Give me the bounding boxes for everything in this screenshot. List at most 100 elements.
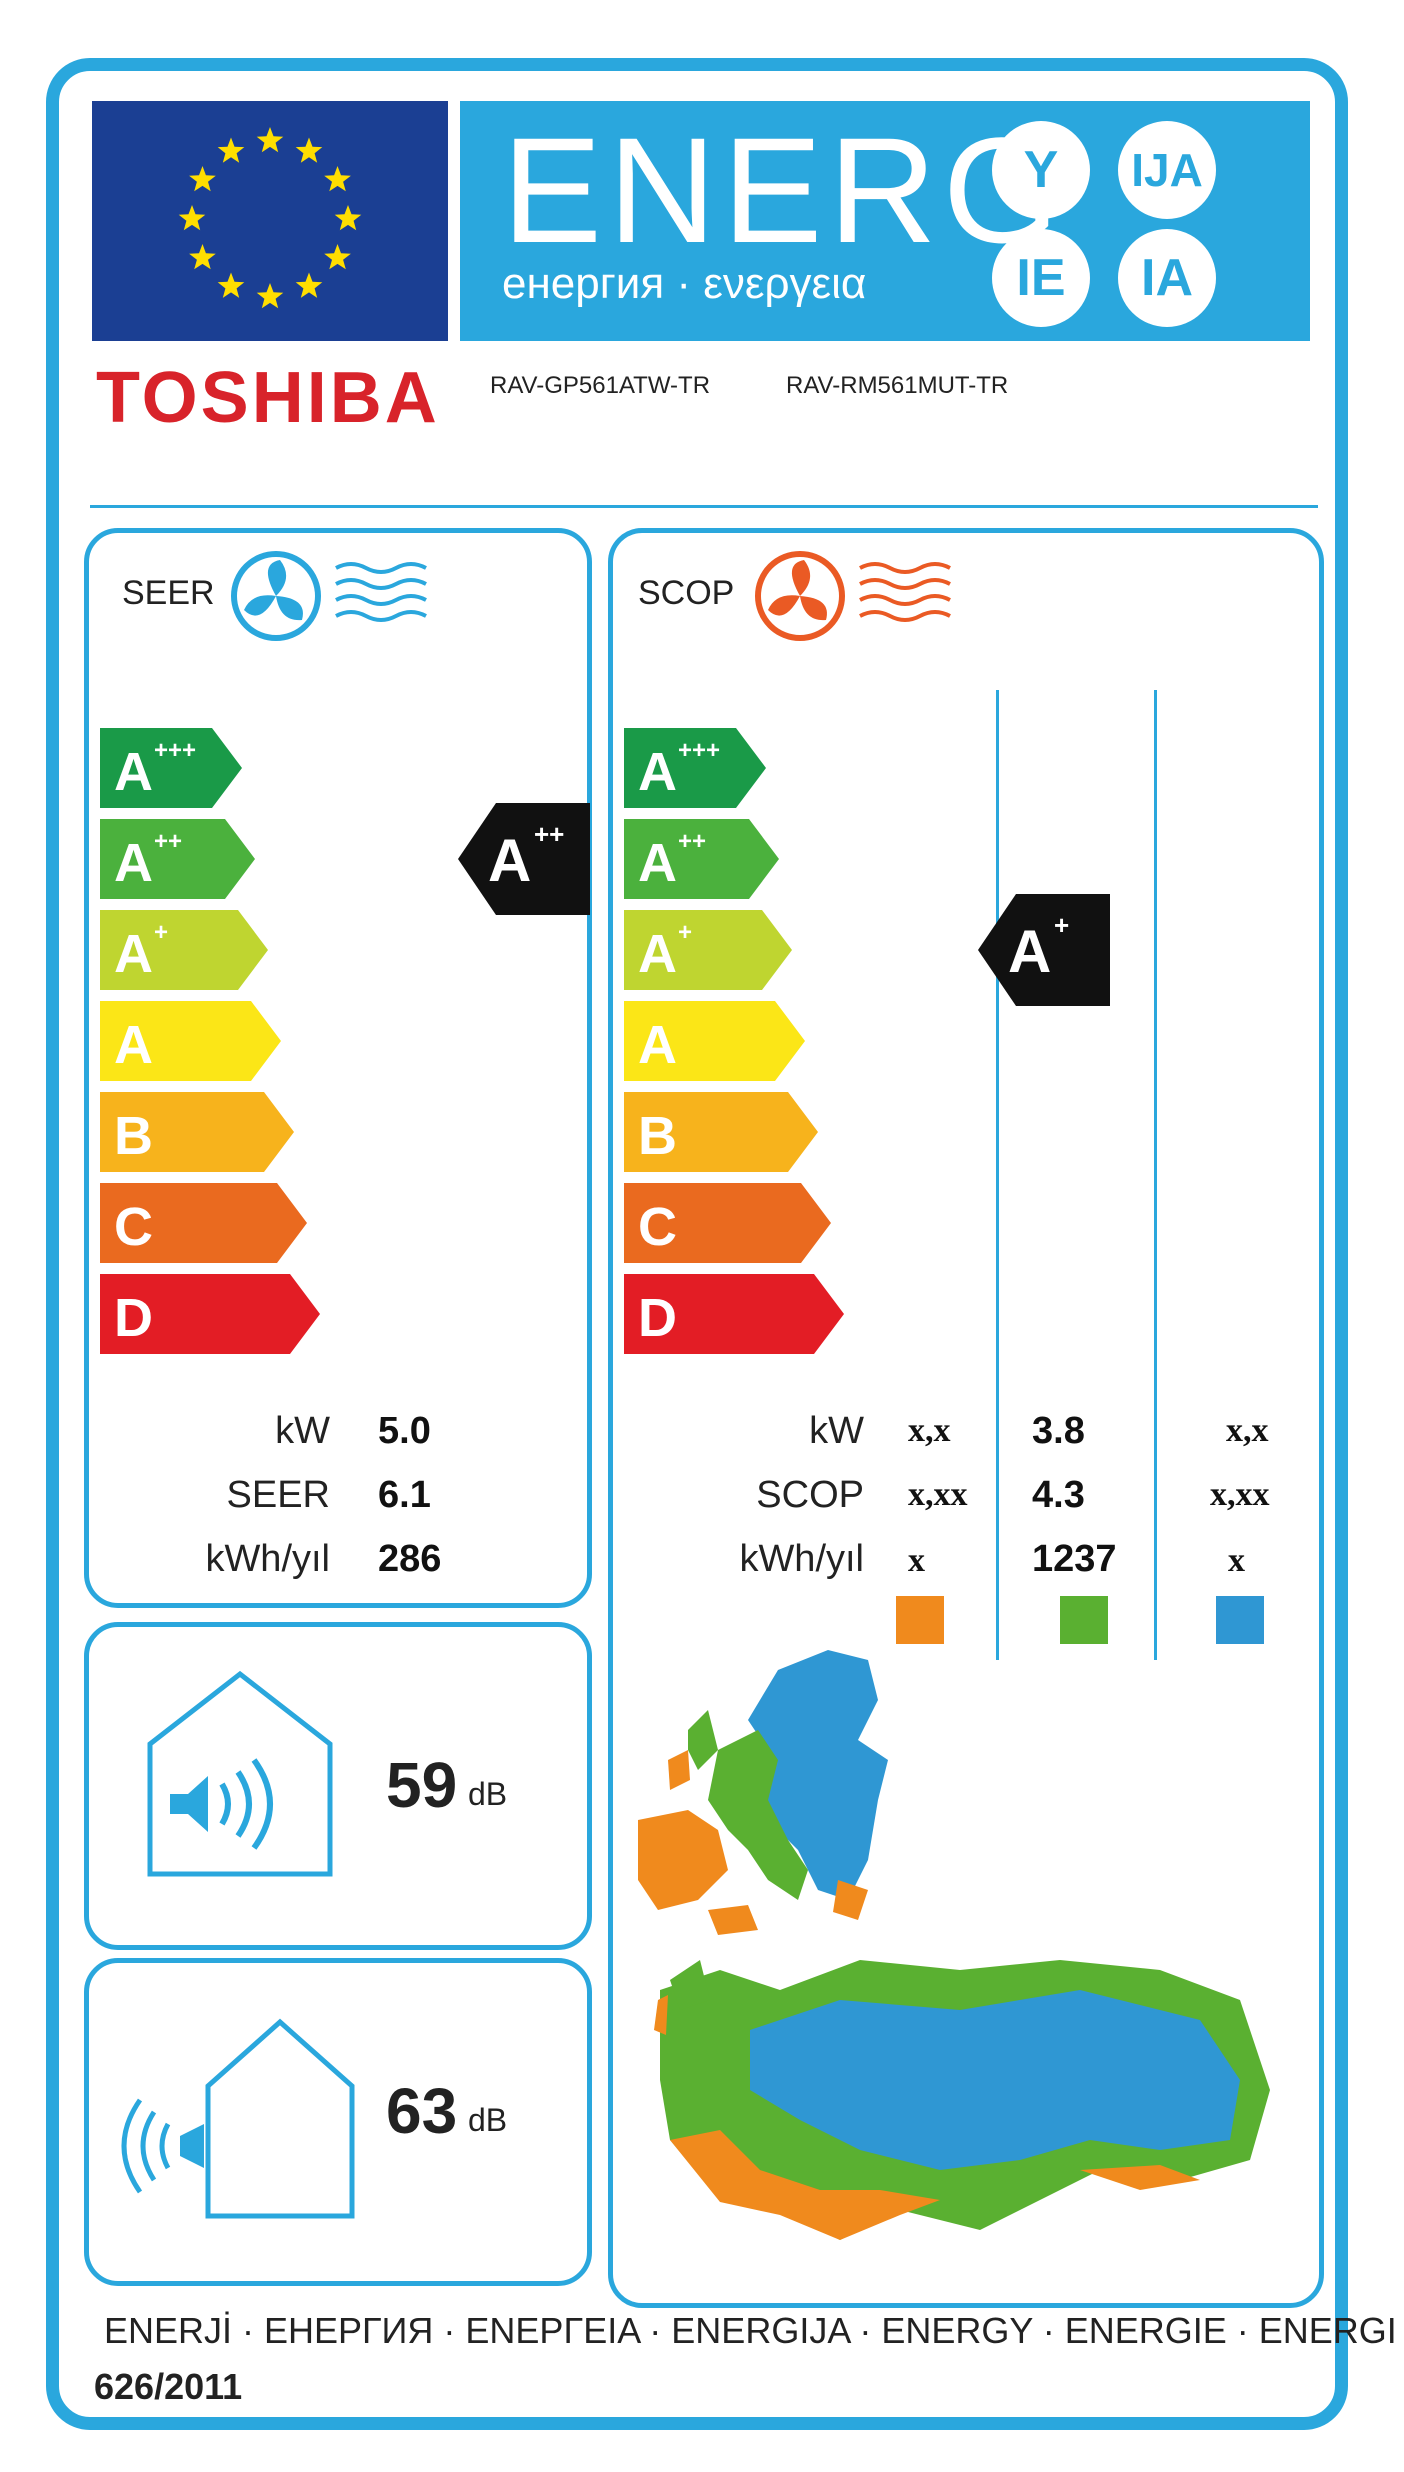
seer-panel <box>84 528 592 1608</box>
scop-panel <box>608 528 1324 2308</box>
indoor-noise-unit: dB <box>468 1776 508 1812</box>
indoor-speaker-icon <box>147 1670 333 1877</box>
energy-class-arrow: C <box>100 1183 307 1263</box>
energy-class-plus: + <box>154 919 168 946</box>
energy-class-letter: D <box>638 1288 677 1348</box>
energy-class-letter: A <box>114 924 153 984</box>
outdoor-noise-value: 63 <box>386 2075 458 2147</box>
eu-star <box>295 137 323 163</box>
energy-class-letter: B <box>638 1106 677 1166</box>
brand-logo: TOSHIBA <box>96 358 440 438</box>
energy-rating-plus: ++ <box>534 819 564 849</box>
energy-class-letter: A <box>114 742 153 802</box>
energy-class-letter: A <box>638 1015 677 1075</box>
eu-star <box>295 272 323 298</box>
energy-class-letter: A <box>638 742 677 802</box>
scop-cold-kw: x,x <box>1226 1412 1269 1449</box>
energy-class-arrow: C <box>624 1183 831 1263</box>
seer-label-seer: SEER <box>226 1474 330 1516</box>
scop-average-kwh: 1237 <box>1032 1538 1117 1580</box>
scop-column-divider <box>1154 690 1157 1660</box>
energy-rating-pointer: A ++ <box>458 803 590 915</box>
suffix-badge-ie: IE <box>992 229 1090 327</box>
seer-value-kwh: 286 <box>378 1538 442 1580</box>
energy-class-plus: +++ <box>154 737 196 764</box>
suffix-badge-ia: IA <box>1118 229 1216 327</box>
energy-class-arrow: A <box>100 1001 281 1081</box>
seer-title: SEER <box>122 574 215 612</box>
europe-climate-map <box>638 1650 888 1935</box>
turkey-climate-map <box>654 1960 1270 2240</box>
scop-label-scop: SCOP <box>756 1474 864 1516</box>
energy-class-plus: ++ <box>154 828 182 855</box>
eu-star <box>178 205 206 231</box>
scop-average-kw: 3.8 <box>1032 1410 1085 1452</box>
scop-cold-scop: x,xx <box>1210 1476 1270 1513</box>
scop-title: SCOP <box>638 574 735 612</box>
seer-value-seer: 6.1 <box>378 1474 431 1516</box>
energy-class-arrow: A + <box>624 910 792 990</box>
regulation-number: 626/2011 <box>94 2366 243 2407</box>
average-zone-swatch <box>1060 1596 1108 1644</box>
eu-star <box>217 272 245 298</box>
scop-average-scop: 4.3 <box>1032 1474 1085 1516</box>
energy-class-letter: A <box>638 833 677 893</box>
footer-languages: ENERJİ · ЕНЕРГИЯ · ΕΝΕΡΓΕΙΑ · ENERGIJA ·… <box>104 2310 1397 2351</box>
scop-warm-kw: x,x <box>908 1412 951 1449</box>
eu-star <box>324 244 351 270</box>
eu-star <box>189 244 216 270</box>
energy-class-plus: + <box>678 919 692 946</box>
warm-zone-swatch <box>896 1596 944 1644</box>
header-divider <box>90 505 1318 508</box>
energy-class-letter: C <box>638 1197 677 1257</box>
energy-class-letter: B <box>114 1106 153 1166</box>
eu-star <box>189 166 216 192</box>
indoor-noise-value: 59 <box>386 1749 458 1821</box>
energy-subtitle: енергия · ενεργεια <box>502 259 867 308</box>
outdoor-noise-unit: dB <box>468 2102 508 2138</box>
eu-star <box>256 283 284 309</box>
outdoor-model: RAV-RM561MUT-TR <box>786 372 1009 399</box>
scop-warm-kwh: x <box>908 1542 925 1579</box>
cold-zone-swatch <box>1216 1596 1264 1644</box>
eu-star <box>324 166 351 192</box>
eu-stars-icon <box>178 127 362 309</box>
seer-label-kw: kW <box>275 1410 330 1452</box>
eu-star <box>334 205 362 231</box>
energy-rating-letter: A <box>1008 918 1051 985</box>
seer-label-kwh: kWh/yıl <box>205 1538 330 1580</box>
label-frame <box>46 58 1348 2430</box>
energy-class-letter: A <box>638 924 677 984</box>
scop-column-divider <box>996 690 999 1660</box>
energy-banner: ENERG енергия · ενεργεια Y IJA IE IA <box>460 101 1310 341</box>
energy-rating-plus: + <box>1054 910 1069 940</box>
energy-rating-pointer: A + <box>978 894 1110 1006</box>
energy-class-arrow: B <box>100 1092 294 1172</box>
suffix-badge-y: Y <box>992 121 1090 219</box>
indoor-noise-panel <box>84 1622 592 1950</box>
energy-class-arrow: A + <box>100 910 268 990</box>
eu-star <box>217 137 245 163</box>
outdoor-speaker-icon <box>121 2018 355 2219</box>
energy-class-plus: +++ <box>678 737 720 764</box>
energy-class-arrow: A +++ <box>100 728 242 808</box>
energy-class-arrow: A +++ <box>624 728 766 808</box>
energy-class-letter: A <box>114 833 153 893</box>
energy-rating-letter: A <box>488 827 531 894</box>
scop-label-kw: kW <box>809 1410 864 1452</box>
energy-class-arrow: A ++ <box>624 819 779 899</box>
eu-star <box>256 127 284 153</box>
heating-fan-icon <box>755 551 951 641</box>
cooling-fan-icon <box>231 551 427 641</box>
energy-class-arrow: A <box>624 1001 805 1081</box>
energy-class-letter: D <box>114 1288 153 1348</box>
suffix-badge-ija: IJA <box>1118 121 1216 219</box>
energy-title: ENERG <box>502 106 1066 274</box>
seer-value-kw: 5.0 <box>378 1410 431 1452</box>
eu-flag <box>92 101 448 341</box>
energy-class-arrow: A ++ <box>100 819 255 899</box>
scop-label-kwh: kWh/yıl <box>739 1538 864 1580</box>
energy-class-letter: C <box>114 1197 153 1257</box>
